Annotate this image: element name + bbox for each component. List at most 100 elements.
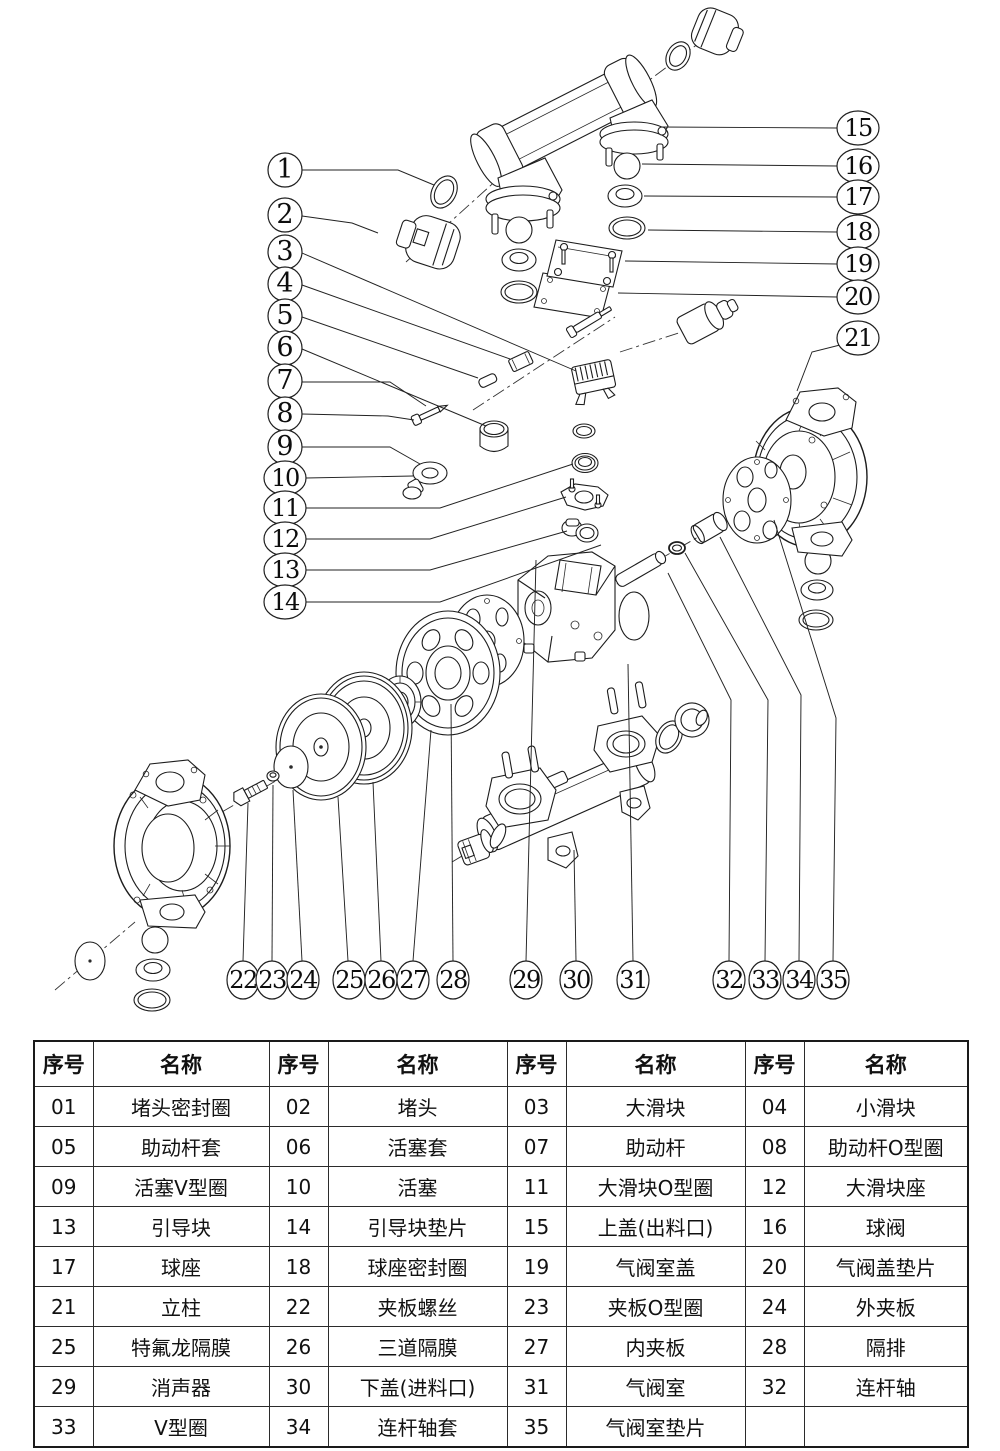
callout-26: 26 xyxy=(364,960,398,1000)
callout-24: 24 xyxy=(286,960,320,1000)
diaphragm-stack-drawing xyxy=(74,594,525,981)
ball-valve-set-right xyxy=(607,152,646,240)
leader-line-10 xyxy=(305,475,414,479)
callout-4: 4 xyxy=(267,266,303,302)
callout-number: 17 xyxy=(844,183,872,211)
callout-number: 22 xyxy=(229,966,257,994)
leader-line-12 xyxy=(306,496,567,540)
leader-line-20 xyxy=(617,292,838,298)
leader-line-29 xyxy=(525,559,537,962)
leader-line-28 xyxy=(450,703,454,962)
header-name: 名称 xyxy=(565,1040,746,1087)
part-number-cell: 14 xyxy=(268,1206,329,1247)
callout-13: 13 xyxy=(263,552,307,588)
part-number-cell: 33 xyxy=(33,1406,94,1448)
callout-21: 21 xyxy=(836,320,880,356)
part-number-cell: 27 xyxy=(506,1326,567,1367)
plug-and-seal-left xyxy=(395,175,461,270)
callout-17: 17 xyxy=(836,179,880,215)
part-name-cell: 气阀室垫片 xyxy=(565,1406,746,1448)
part-number-cell: 16 xyxy=(744,1206,805,1247)
part-name-cell: 活塞套 xyxy=(327,1126,508,1167)
part-name-cell: 三道隔膜 xyxy=(327,1326,508,1367)
leader-line-27 xyxy=(412,729,432,962)
part-name-cell: 活塞V型圈 xyxy=(92,1166,270,1207)
callout-number: 27 xyxy=(399,966,427,994)
callout-6: 6 xyxy=(267,330,303,366)
callout-number: 20 xyxy=(844,283,872,311)
part-name-cell: 球座密封圈 xyxy=(327,1246,508,1287)
callout-number: 30 xyxy=(562,966,590,994)
leader-line-31 xyxy=(627,663,634,962)
leader-line-19 xyxy=(624,260,838,265)
callout-8: 8 xyxy=(267,396,303,432)
part-number-cell: 07 xyxy=(506,1126,567,1167)
leader-line-35 xyxy=(773,519,837,962)
part-number-cell: 22 xyxy=(268,1286,329,1327)
part-number-cell: 08 xyxy=(744,1126,805,1167)
table-header-row: 序号 名称 序号 名称 序号 名称 序号 名称 xyxy=(33,1040,969,1087)
ball-valve-set-bottom-left xyxy=(133,926,171,1012)
header-index: 序号 xyxy=(506,1040,567,1087)
callout-1: 1 xyxy=(267,152,303,188)
callout-number: 9 xyxy=(276,431,293,462)
part-name-cell: 上盖(出料口) xyxy=(565,1206,746,1247)
part-number-cell: 21 xyxy=(33,1286,94,1327)
callout-7: 7 xyxy=(267,363,303,399)
table-row: 29 消声器 30 下盖(进料口) 31 气阀室 32 连杆轴 xyxy=(33,1366,969,1407)
callout-2: 2 xyxy=(267,197,303,233)
callout-number: 34 xyxy=(785,966,814,994)
callout-10: 10 xyxy=(263,460,307,496)
callout-number: 32 xyxy=(715,966,743,994)
callout-number: 12 xyxy=(271,525,299,553)
callout-number: 16 xyxy=(844,152,872,180)
parts-table: 序号 名称 序号 名称 序号 名称 序号 名称 01 堵头密封圈 02 堵头 03 大滑块 04 小滑块 05… xyxy=(33,1040,969,1448)
callout-number: 1 xyxy=(276,154,293,185)
callout-number: 13 xyxy=(271,556,299,584)
part-number-cell: 18 xyxy=(268,1246,329,1287)
part-number-cell: 31 xyxy=(506,1366,567,1407)
callout-number: 10 xyxy=(271,464,299,492)
callout-16: 16 xyxy=(836,148,880,184)
callout-number: 15 xyxy=(844,114,872,142)
callout-number: 7 xyxy=(276,365,293,396)
part-number-cell: 01 xyxy=(33,1086,94,1127)
leader-line-32 xyxy=(667,572,732,962)
callout-number: 2 xyxy=(276,199,293,230)
part-name-cell: 球阀 xyxy=(803,1206,969,1247)
part-number-cell: 11 xyxy=(506,1166,567,1207)
callout-number: 25 xyxy=(335,966,363,994)
leader-line-17 xyxy=(643,195,838,198)
part-number-cell: 24 xyxy=(744,1286,805,1327)
plug-and-seal-right xyxy=(665,7,744,71)
part-number-cell: 12 xyxy=(744,1166,805,1207)
part-name-cell xyxy=(803,1406,969,1448)
callout-number: 6 xyxy=(276,332,293,363)
air-valve-cover-drawing xyxy=(533,239,623,319)
part-number-cell: 30 xyxy=(268,1366,329,1407)
leader-line-6 xyxy=(301,348,487,427)
leader-line-13 xyxy=(306,530,568,571)
part-name-cell: 引导块 xyxy=(92,1206,270,1247)
top-manifold-drawing xyxy=(470,54,669,235)
callout-23: 23 xyxy=(255,960,289,1000)
table-head: 序号 名称 序号 名称 序号 名称 序号 名称 xyxy=(33,1040,969,1087)
part-name-cell: 堵头 xyxy=(327,1086,508,1127)
part-number-cell: 02 xyxy=(268,1086,329,1127)
callout-34: 34 xyxy=(782,960,816,1000)
callout-number: 5 xyxy=(276,300,293,331)
leader-line-11 xyxy=(306,463,574,509)
part-number-cell: 32 xyxy=(744,1366,805,1407)
leader-line-7 xyxy=(302,381,427,407)
part-name-cell: 大滑块O型圈 xyxy=(565,1166,746,1207)
part-name-cell: 连杆轴套 xyxy=(327,1406,508,1448)
table-row: 09 活塞V型圈 10 活塞 11 大滑块O型圈 12 大滑块座 xyxy=(33,1166,969,1207)
part-number-cell xyxy=(744,1406,805,1448)
header-index: 序号 xyxy=(268,1040,329,1087)
callout-number: 4 xyxy=(276,268,293,299)
leader-lines xyxy=(242,126,841,962)
part-name-cell: V型圈 xyxy=(92,1406,270,1448)
